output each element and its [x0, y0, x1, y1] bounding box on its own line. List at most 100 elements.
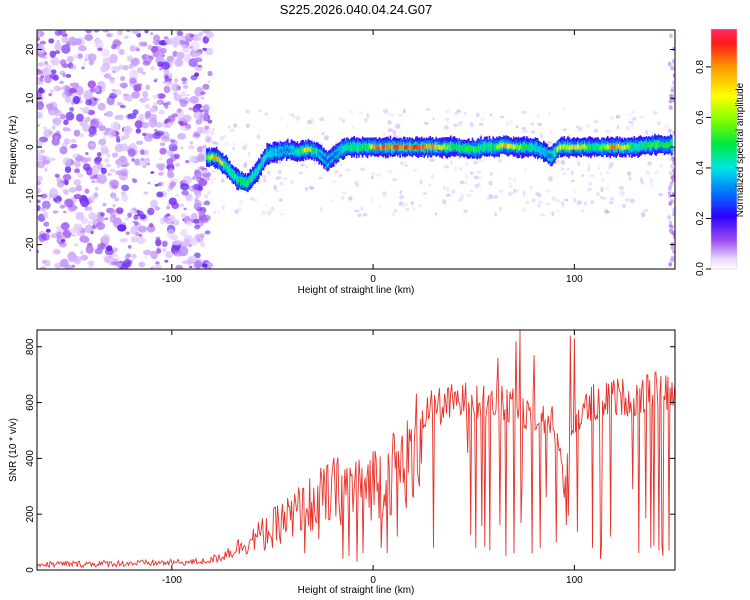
- noise-blob: [37, 139, 43, 149]
- ridge-core: [650, 143, 652, 149]
- noise-blob: [96, 152, 102, 157]
- ridge-core: [268, 151, 271, 156]
- noise-blob: [61, 91, 69, 99]
- ridge-core: [264, 156, 266, 161]
- ridge-core: [638, 144, 640, 149]
- noise-blob: [186, 94, 190, 97]
- scatter-blob: [387, 170, 393, 173]
- noise-blob: [156, 191, 164, 198]
- noise-blob: [183, 207, 187, 211]
- noise-blob: [73, 179, 81, 186]
- noise-blob: [42, 260, 47, 264]
- noise-blob: [73, 160, 81, 168]
- scatter-blob: [530, 122, 534, 126]
- noise-blob: [207, 191, 211, 195]
- scatter-blob: [442, 198, 447, 205]
- ridge-core: [626, 144, 628, 149]
- ridge-core: [506, 143, 509, 149]
- noise-blob: [169, 139, 176, 143]
- noise-blob: [147, 207, 155, 216]
- noise-blob: [59, 146, 68, 155]
- scatter-blob: [630, 122, 635, 128]
- noise-blob: [61, 36, 69, 44]
- ridge-core: [388, 144, 390, 149]
- noise-blob: [118, 170, 127, 176]
- noise-blob: [54, 30, 62, 36]
- ridge-core: [373, 144, 376, 150]
- noise-blob: [60, 222, 70, 231]
- scatter-blob: [370, 175, 374, 180]
- ridge-core: [412, 145, 415, 150]
- ridge-core: [598, 145, 601, 150]
- ridge-core: [417, 145, 419, 151]
- noise-blob: [194, 190, 202, 198]
- ridge-core: [243, 180, 246, 185]
- noise-blob: [69, 107, 75, 112]
- noise-blob: [99, 212, 105, 217]
- scatter-blob: [581, 174, 585, 177]
- ridge-core: [440, 145, 442, 150]
- ridge-core: [348, 145, 351, 150]
- noise-blob: [48, 74, 53, 79]
- noise-blob: [202, 36, 210, 44]
- ridge-core: [259, 165, 261, 170]
- scatter-blob: [413, 169, 418, 172]
- ridge-core: [218, 156, 220, 162]
- scatter-blob: [523, 167, 527, 173]
- ridge-core: [457, 145, 459, 150]
- ridge-core: [474, 147, 476, 153]
- noise-blob: [194, 72, 200, 77]
- noise-blob: [84, 224, 93, 234]
- scatter-blob: [274, 189, 279, 193]
- noise-blob: [159, 142, 166, 147]
- noise-blob: [145, 84, 151, 91]
- ridge-core: [594, 144, 597, 149]
- ridge-core: [517, 145, 520, 150]
- noise-blob: [93, 30, 100, 33]
- ridge-core: [463, 146, 465, 151]
- noise-blob: [82, 163, 91, 171]
- noise-blob: [106, 172, 112, 176]
- scatter-blob: [458, 120, 464, 124]
- scatter-blob: [393, 208, 398, 213]
- noise-blob: [187, 255, 197, 263]
- ridge-core: [564, 145, 567, 150]
- noise-blob: [149, 222, 154, 228]
- noise-blob: [75, 156, 83, 162]
- noise-blob: [123, 93, 127, 97]
- scatter-blob: [443, 125, 449, 130]
- scatter-blob: [609, 197, 615, 201]
- scatter-blob: [557, 159, 560, 165]
- ridge-core: [367, 144, 370, 149]
- ridge-core: [331, 154, 334, 160]
- ridge-core: [314, 148, 317, 154]
- ridge-core: [482, 145, 485, 150]
- noise-blob: [88, 125, 97, 135]
- noise-blob: [174, 153, 180, 160]
- scatter-blob: [212, 127, 215, 131]
- ridge-core: [528, 145, 531, 150]
- scatter-blob: [490, 171, 493, 176]
- scatter-blob: [451, 189, 456, 195]
- ridge-core: [547, 153, 550, 158]
- ridge-core: [229, 168, 231, 173]
- scatter-blob: [321, 132, 325, 135]
- noise-blob: [203, 214, 211, 221]
- ridge-core: [324, 156, 326, 161]
- scatter-blob: [262, 178, 267, 183]
- ridge-core: [250, 176, 253, 182]
- ridge-core: [364, 144, 366, 149]
- noise-blob: [161, 61, 170, 70]
- noise-blob: [127, 245, 132, 249]
- scatter-blob: [535, 191, 540, 197]
- ridge-core: [253, 173, 255, 178]
- noise-blob: [131, 253, 137, 259]
- noise-blob: [62, 174, 72, 181]
- ridge-core: [293, 148, 295, 153]
- noise-blob: [75, 211, 85, 221]
- ridge-core: [425, 144, 428, 149]
- colorbar-ticks: 0.0 0.2 0.4 0.6 0.8: [695, 60, 711, 276]
- noise-blob: [42, 126, 47, 130]
- ridge-core: [284, 147, 287, 152]
